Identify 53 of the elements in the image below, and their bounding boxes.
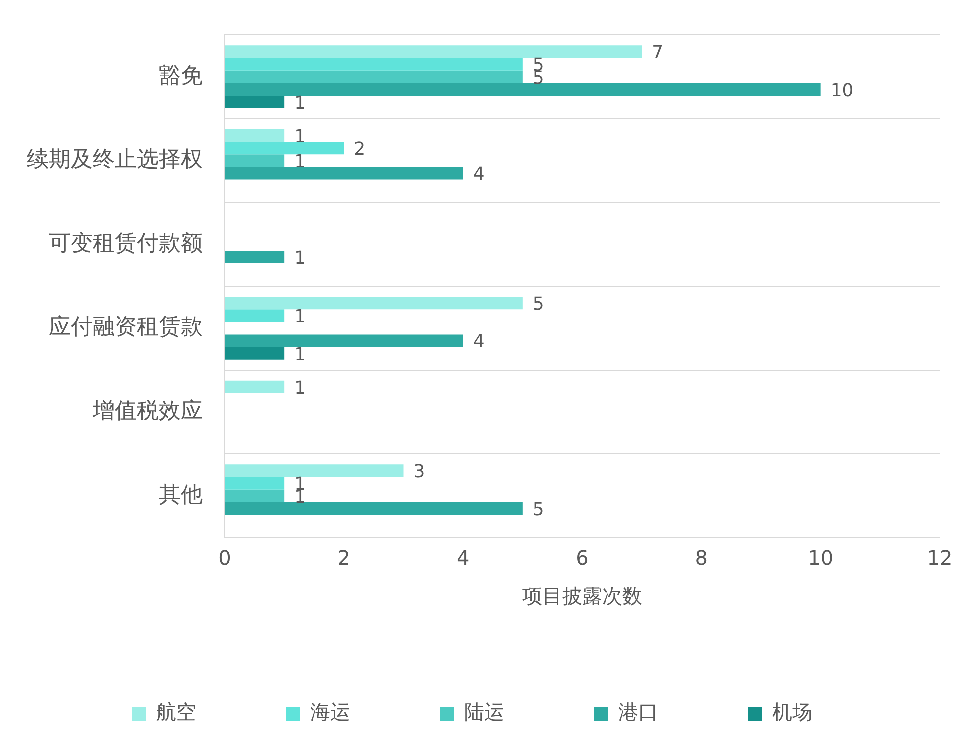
- data-label: 1: [294, 92, 306, 114]
- bar: [225, 58, 523, 71]
- legend-label: 航空: [156, 700, 196, 724]
- x-tick-label: 0: [218, 546, 232, 570]
- bar: [225, 334, 464, 348]
- x-tick-label: 4: [456, 546, 470, 570]
- x-tick-label: 12: [927, 546, 953, 570]
- x-tick-label: 10: [808, 546, 834, 570]
- y-tick-label: 增值税效应: [92, 399, 203, 424]
- legend-label: 海运: [310, 700, 350, 724]
- y-tick-label: 其他: [159, 482, 203, 508]
- data-label: 7: [652, 42, 664, 64]
- y-tick-label: 豁免: [159, 64, 203, 89]
- bar: [225, 96, 285, 109]
- bar: [225, 464, 404, 478]
- data-label: 5: [532, 499, 544, 520]
- bar: [225, 502, 523, 515]
- data-label: 5: [532, 294, 544, 316]
- bar: [225, 46, 642, 58]
- data-label: 1: [294, 306, 306, 328]
- bar: [225, 297, 523, 310]
- bar: [225, 83, 821, 96]
- y-tick-label: 应付融资租赁款: [49, 315, 203, 340]
- data-label: 1: [294, 152, 306, 173]
- data-label: 4: [473, 164, 485, 186]
- bar: [225, 70, 523, 84]
- legend-label: 港口: [618, 700, 658, 724]
- bar: [225, 167, 464, 180]
- bar: [225, 380, 285, 394]
- data-label: 1: [294, 378, 306, 399]
- bar: [225, 250, 285, 264]
- data-label: 1: [294, 248, 306, 269]
- x-tick-label: 6: [576, 546, 589, 570]
- bar: [225, 477, 285, 490]
- x-tick-label: 2: [338, 546, 351, 570]
- data-label: 1: [294, 344, 306, 366]
- bar: [225, 490, 285, 502]
- bar: [225, 129, 285, 142]
- data-label: 3: [414, 462, 426, 483]
- data-label: 2: [354, 139, 366, 160]
- legend-label: 陆运: [464, 700, 504, 724]
- y-tick-label: 续期及终止选择权: [27, 148, 203, 173]
- data-label: 4: [473, 332, 485, 353]
- data-label: 1: [294, 126, 306, 148]
- legend-label: 机场: [772, 700, 812, 724]
- data-label: 10: [830, 80, 854, 102]
- y-tick-label: 可变租赁付款额: [49, 231, 203, 256]
- x-tick-label: 8: [695, 546, 708, 570]
- bar: [225, 154, 285, 168]
- bar: [225, 347, 285, 360]
- x-axis-title: 项目披露次数: [522, 584, 642, 608]
- bar: [225, 310, 285, 322]
- bar: [225, 142, 344, 155]
